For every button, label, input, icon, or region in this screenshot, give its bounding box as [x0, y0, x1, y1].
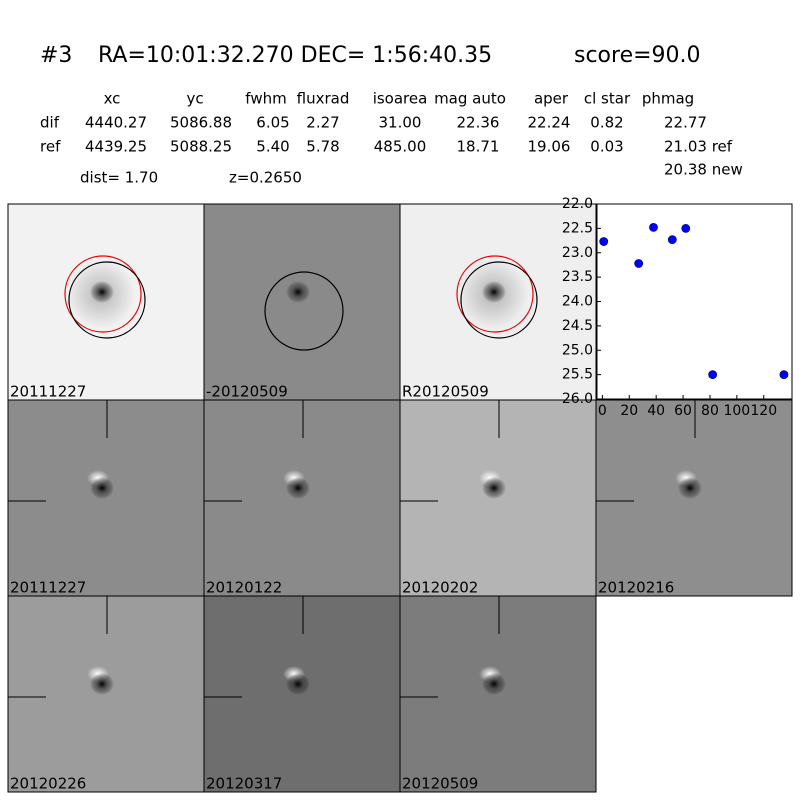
phmag-new: 20.38 new	[664, 161, 743, 179]
source	[482, 673, 506, 695]
table-cell: 22.77	[664, 114, 707, 132]
column-header: fluxrad	[297, 90, 350, 108]
row-label: ref	[40, 138, 61, 156]
coordinates: RA=10:01:32.270 DEC= 1:56:40.35	[98, 43, 492, 68]
table-cell: 21.03 ref	[664, 138, 733, 156]
x-tick-label: 20	[620, 403, 638, 419]
plot-area	[596, 203, 793, 400]
point	[708, 370, 718, 380]
table-cell: 5088.25	[170, 138, 232, 156]
source	[482, 477, 506, 499]
table-cell: 19.06	[528, 138, 571, 156]
y-tick-label: 26.0	[562, 391, 593, 407]
table-cell: 22.24	[528, 114, 571, 132]
x-tick-label: 120	[750, 403, 777, 419]
candidate-id: #3	[40, 43, 72, 68]
y-tick-label: 24.5	[562, 318, 593, 334]
dist: dist= 1.70	[80, 169, 158, 187]
y-tick-label: 25.5	[562, 367, 593, 383]
stamp-label: 20120216	[598, 579, 674, 597]
column-header: fwhm	[245, 90, 286, 108]
table-cell: 0.82	[590, 114, 623, 132]
table-cell: 18.71	[457, 138, 500, 156]
column-header: yc	[186, 90, 203, 108]
source	[286, 281, 310, 303]
point	[634, 259, 644, 268]
row-label: dif	[40, 114, 60, 132]
stamp-label: 20111227	[10, 383, 86, 401]
column-header: cl star	[584, 90, 631, 108]
stamp-label: 20120226	[10, 775, 86, 793]
x-tick-label: 0	[598, 403, 607, 419]
aperture-black	[68, 261, 146, 339]
column-header: mag auto	[434, 90, 506, 108]
source	[90, 673, 114, 695]
y-tick-label: 24.0	[562, 294, 593, 310]
stamp-label: 20120202	[402, 579, 478, 597]
y-tick-label: 23.0	[562, 245, 593, 261]
source	[286, 673, 310, 695]
y-tick-label: 22.0	[562, 196, 593, 212]
source	[482, 281, 506, 303]
aperture-red	[456, 255, 534, 333]
aperture-black	[264, 271, 344, 351]
stamp-label: -20120509	[206, 383, 288, 401]
point	[599, 237, 609, 246]
y-tick-label: 25.0	[562, 342, 593, 358]
table-cell: 31.00	[379, 114, 422, 132]
x-tick-label: 100	[723, 403, 750, 419]
x-tick-label: 80	[701, 403, 719, 419]
column-header: xc	[104, 90, 121, 108]
stamp-label: 20120122	[206, 579, 282, 597]
table-cell: 5086.88	[170, 114, 232, 132]
table-cell: 5.40	[256, 138, 289, 156]
redshift: z=0.2650	[229, 169, 302, 187]
stamp-label: R20120509	[402, 383, 489, 401]
source	[678, 477, 702, 499]
x-tick-label: 40	[647, 403, 665, 419]
table-cell: 2.27	[306, 114, 339, 132]
source	[90, 281, 114, 303]
source	[90, 477, 114, 499]
aperture-black	[460, 261, 538, 339]
score: score=90.0	[574, 43, 701, 68]
aperture-red	[64, 255, 142, 333]
light-curve: 22.0 22.5 23.0 23.5 24.0 24.5 25.0 25.5 26.0 0 20 4…	[562, 196, 793, 419]
table-cell: 0.03	[590, 138, 623, 156]
point	[667, 235, 677, 244]
y-tick-label: 22.5	[562, 220, 593, 236]
stamp-label: 20120317	[206, 775, 282, 793]
table-cell: 22.36	[457, 114, 500, 132]
x-tick-label: 60	[674, 403, 692, 419]
column-header: aper	[534, 90, 569, 108]
table-cell: 6.05	[256, 114, 289, 132]
point	[649, 222, 658, 232]
table-cell: 4440.27	[85, 114, 147, 132]
y-tick-label: 23.5	[562, 269, 593, 285]
column-header: phmag	[642, 90, 694, 108]
point	[779, 370, 789, 380]
table-cell: 4439.25	[85, 138, 147, 156]
table-cell: 5.78	[306, 138, 339, 156]
table-cell: 485.00	[374, 138, 427, 156]
stamp-label: 20111227	[10, 579, 86, 597]
stamp-label: 20120509	[402, 775, 478, 793]
point	[681, 223, 691, 233]
column-header: isoarea	[373, 90, 428, 108]
source	[286, 477, 310, 499]
